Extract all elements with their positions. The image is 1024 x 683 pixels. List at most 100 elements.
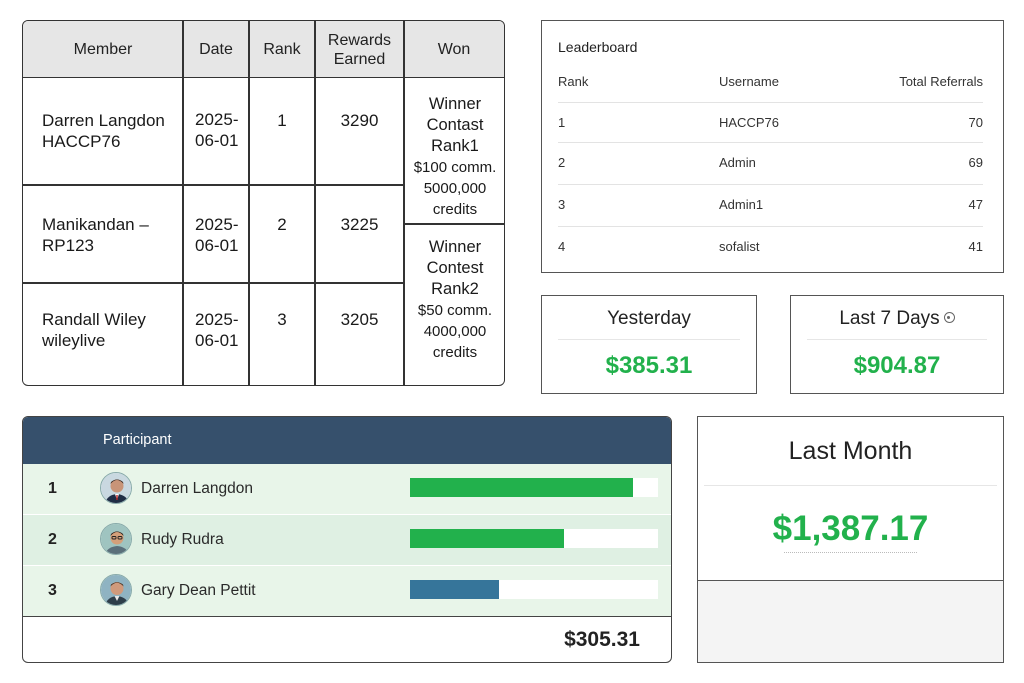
participant-name: Rudy Rudra — [141, 531, 224, 548]
date-line2: 06-01 — [195, 236, 239, 255]
won-line: Rank2 — [431, 280, 479, 298]
won-line: credits — [432, 344, 478, 361]
leaderboard-username: Admin — [719, 155, 756, 170]
row-divider — [404, 223, 504, 225]
date-line1: 2025- — [195, 310, 239, 329]
table-row-rewards: 3225 — [340, 215, 379, 234]
progress-bar-fill — [410, 580, 500, 599]
participants-total: $305.31 — [564, 628, 640, 651]
leaderboard-panel: Leaderboard Rank Username Total Referral… — [541, 20, 1004, 273]
table-row-date: 2025- 06-01 — [195, 309, 238, 351]
yesterday-card: Yesterday $385.31 — [541, 295, 757, 394]
progress-bar — [410, 529, 658, 548]
last-7-days-value: $904.87 — [853, 352, 941, 379]
date-line1: 2025- — [195, 110, 239, 129]
participant-rank: 3 — [48, 582, 57, 599]
column-divider — [403, 21, 405, 385]
table-row-rewards: 3290 — [340, 111, 379, 130]
won-line: Contast — [426, 116, 484, 134]
participant-rank: 1 — [48, 480, 57, 497]
leaderboard-header-username: Username — [719, 74, 779, 89]
date-line2: 06-01 — [195, 331, 239, 350]
leaderboard-rank: 4 — [558, 239, 566, 254]
yesterday-value: $385.31 — [605, 352, 693, 379]
info-circle-icon[interactable] — [943, 312, 955, 323]
column-divider — [248, 21, 250, 385]
participant-row[interactable]: 3 Gary Dean Pettit — [23, 566, 671, 616]
date-line2: 06-01 — [195, 131, 239, 150]
last-7-days-label: Last 7 Days — [839, 308, 940, 329]
dotted-underline — [784, 552, 917, 553]
leaderboard-title: Leaderboard — [558, 39, 638, 55]
won-line: 4000,000 — [423, 323, 487, 340]
header-won: Won — [437, 41, 471, 58]
leaderboard-rank: 1 — [558, 115, 566, 130]
leaderboard-header-rank: Rank — [558, 74, 589, 89]
header-rank: Rank — [263, 41, 301, 58]
card-divider — [558, 339, 740, 340]
leaderboard-row[interactable]: 3 Admin1 47 — [558, 184, 983, 224]
yesterday-label: Yesterday — [607, 308, 691, 329]
leaderboard-username: HACCP76 — [719, 115, 779, 130]
table-row-rank: 1 — [277, 111, 287, 130]
participants-footer: $305.31 — [23, 616, 671, 662]
member-id: RP123 — [42, 236, 94, 255]
participant-row[interactable]: 2 Rudy Rudra — [23, 515, 671, 565]
leaderboard-username: sofalist — [719, 239, 760, 254]
table-header — [23, 21, 504, 78]
date-line1: 2025- — [195, 215, 239, 234]
progress-bar-fill — [410, 529, 564, 548]
table-row-member: Randall Wiley wileylive — [42, 309, 146, 351]
avatar — [100, 472, 132, 504]
last-month-value: $1,387.17 — [772, 509, 929, 548]
table-row-date: 2025- 06-01 — [195, 109, 238, 151]
participant-name: Gary Dean Pettit — [141, 582, 256, 599]
leaderboard-total: 47 — [968, 197, 983, 212]
won-line: 5000,000 — [423, 180, 487, 197]
header-rewards-line1: Rewards — [327, 31, 392, 49]
won-line: Winner — [428, 238, 482, 256]
leaderboard-username: Admin1 — [719, 197, 764, 212]
last-7-days-title: Last 7 Days — [791, 308, 1003, 330]
won-line: $100 comm. — [413, 159, 497, 176]
won-line: Rank1 — [431, 137, 479, 155]
member-name: Manikandan – — [42, 215, 149, 234]
last-7-days-card: Last 7 Days $904.87 — [790, 295, 1004, 394]
participants-panel: Participant 1 Darren Langdon 2 — [22, 416, 672, 663]
leaderboard-row[interactable]: 2 Admin 69 — [558, 142, 983, 182]
progress-bar — [410, 580, 658, 599]
won-line: Winner — [428, 95, 482, 113]
participant-rank: 2 — [48, 531, 57, 548]
won-line: $50 comm. — [417, 302, 493, 319]
last-month-card: Last Month $1,387.17 — [697, 416, 1004, 663]
header-rewards-line2: Earned — [333, 50, 386, 68]
member-name: Darren Langdon — [42, 111, 165, 130]
row-divider — [23, 184, 404, 186]
progress-bar-fill — [410, 478, 634, 497]
won-cell: Winner Contest Rank2 $50 comm. 4000,000 … — [405, 237, 504, 363]
participant-name: Darren Langdon — [141, 480, 254, 497]
member-id: HACCP76 — [42, 132, 121, 151]
participants-header-label: Participant — [103, 432, 172, 448]
header-date: Date — [199, 41, 233, 58]
leaderboard-row[interactable]: 4 sofalist 41 — [558, 226, 983, 266]
avatar — [100, 523, 132, 555]
leaderboard-row[interactable]: 1 HACCP76 70 — [558, 102, 983, 142]
table-row-member: Manikandan – RP123 — [42, 214, 149, 256]
table-row-member: Darren Langdon HACCP76 — [42, 110, 165, 152]
participant-row[interactable]: 1 Darren Langdon — [23, 464, 671, 514]
header-rewards-earned: Rewards Earned — [315, 21, 404, 78]
table-row-rewards: 3205 — [340, 310, 379, 329]
card-divider — [704, 485, 997, 486]
participants-header: Participant — [23, 417, 671, 464]
won-cell: Winner Contast Rank1 $100 comm. 5000,000… — [405, 94, 504, 220]
leaderboard-header-total: Total Referrals — [899, 74, 983, 89]
member-id: wileylive — [42, 331, 106, 350]
header-member: Member — [73, 41, 133, 58]
last-month-content: Last Month $1,387.17 — [698, 417, 1003, 581]
leaderboard-rank: 3 — [558, 197, 566, 212]
avatar — [100, 574, 132, 606]
leaderboard-total: 70 — [968, 115, 983, 130]
contest-results-table: Member Date Rank Rewards Earned Won Darr… — [22, 20, 505, 386]
leaderboard-total: 69 — [968, 155, 983, 170]
